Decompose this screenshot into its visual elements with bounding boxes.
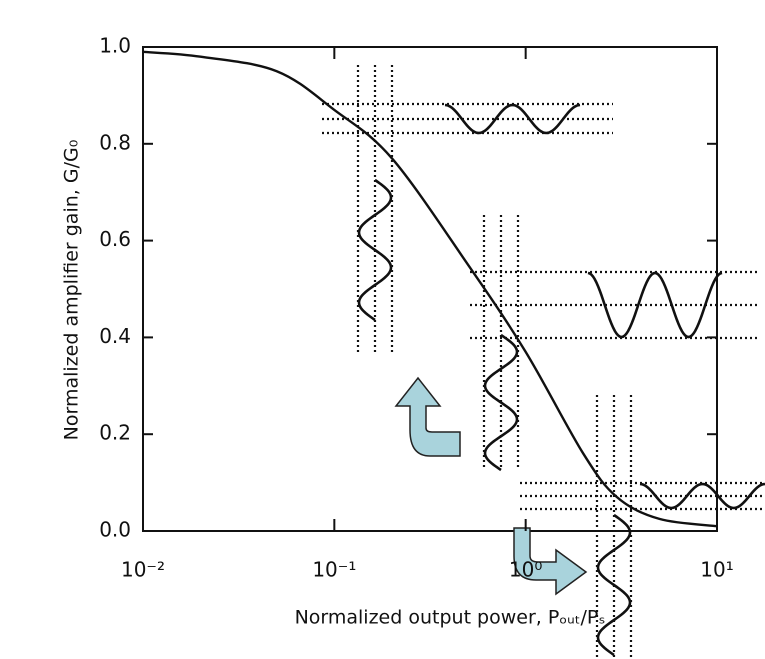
y-tick-label: 0.6	[99, 227, 131, 251]
y-tick-label: 0.8	[99, 130, 131, 154]
wave	[587, 271, 723, 339]
y-tick-label: 1.0	[99, 34, 131, 58]
x-axis-label: Normalized output power, Pₒᵤₜ/Pₛ	[295, 607, 606, 629]
wave	[483, 333, 519, 472]
x-tick-label: 10⁻²	[121, 558, 165, 582]
y-tick-label: 0.0	[99, 518, 131, 542]
illustration	[322, 65, 765, 659]
plot-frame	[142, 46, 718, 532]
wave	[639, 482, 765, 510]
y-tick-label: 0.2	[99, 421, 131, 445]
x-tick-label: 10¹	[700, 558, 733, 582]
arrow	[394, 376, 461, 457]
x-tick-label: 10⁰	[509, 558, 542, 582]
wave	[596, 513, 632, 657]
arrow	[513, 527, 588, 596]
x-tick-label: 10⁻¹	[312, 558, 356, 582]
y-axis-label: Normalized amplifier gain, G/G₀	[61, 140, 83, 441]
y-tick-label: 0.4	[99, 324, 131, 348]
wave	[357, 178, 393, 322]
gain-curve	[142, 50, 718, 528]
wave	[444, 103, 581, 135]
